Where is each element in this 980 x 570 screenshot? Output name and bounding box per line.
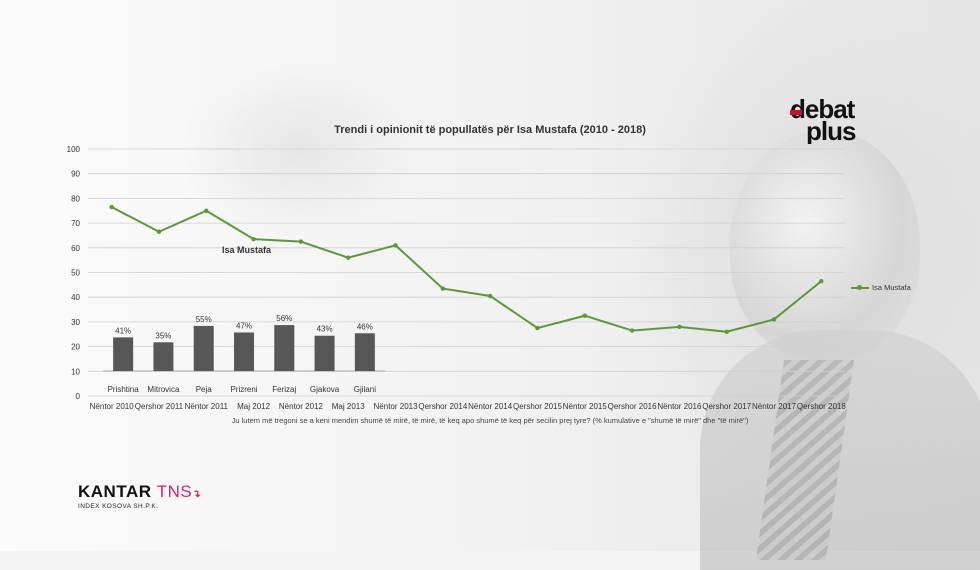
y-tick-label: 0 <box>76 392 81 401</box>
tns-arrow-icon: ↴ <box>192 489 202 500</box>
bar-value-label: 56% <box>276 314 292 323</box>
x-tick-label: Nëntor 2014 <box>468 402 513 411</box>
x-tick-label: Maj 2012 <box>237 402 270 411</box>
chart-title: Trendi i opinionit të popullatës për Isa… <box>334 124 646 136</box>
x-tick-label: Nëntor 2017 <box>752 402 797 411</box>
data-point <box>629 328 635 333</box>
series-line <box>111 206 822 333</box>
bar-value-label: 46% <box>357 322 373 331</box>
bar-category-label: Prizreni <box>230 385 257 394</box>
x-tick-label: Qershor 2016 <box>608 402 657 411</box>
bar-value-label: 47% <box>236 321 252 330</box>
x-tick-label: Qershor 2018 <box>797 402 846 411</box>
x-tick-label: Nëntor 2011 <box>185 402 229 411</box>
bar <box>153 342 174 371</box>
y-tick-label: 100 <box>67 145 81 154</box>
kantar-subtitle: INDEX KOSOVA SH.P.K. <box>78 503 159 510</box>
data-point <box>251 236 256 242</box>
x-tick-label: Nëntor 2013 <box>374 402 419 411</box>
bar-value-label: 35% <box>155 331 171 340</box>
bar-value-label: 55% <box>196 315 212 324</box>
data-point <box>724 329 729 334</box>
data-point <box>156 229 162 234</box>
y-tick-label: 40 <box>71 293 80 302</box>
bar-category-label: Peja <box>196 385 213 394</box>
bar <box>354 333 375 371</box>
bar-category-label: Gjilani <box>354 385 376 394</box>
series-annotation: Isa Mustafa <box>222 245 272 255</box>
y-tick-label: 10 <box>71 367 80 376</box>
data-point <box>346 255 351 260</box>
bar <box>234 332 254 371</box>
survey-question: Ju lutem më tregoni se a keni mendim shu… <box>231 416 749 425</box>
kantar-word: KANTAR <box>78 482 152 501</box>
legend-swatch <box>851 284 869 290</box>
bar-category-label: Mitrovica <box>147 385 180 394</box>
bar-value-label: 43% <box>317 325 333 334</box>
data-point <box>298 239 304 244</box>
debat-logo-accent <box>790 110 802 115</box>
x-tick-label: Nëntor 2016 <box>657 402 702 411</box>
x-tick-label: Nëntor 2015 <box>563 402 608 411</box>
y-tick-label: 30 <box>71 318 80 327</box>
x-tick-label: Qershor 2015 <box>513 402 562 411</box>
bar-category-label: Prishtina <box>108 385 140 394</box>
debat-logo-bottom: plus <box>806 116 856 144</box>
data-point <box>771 317 777 322</box>
bar-value-label: 41% <box>115 326 131 335</box>
bar <box>314 335 335 371</box>
y-tick-label: 90 <box>71 170 80 179</box>
legend-label: Isa Mustafa <box>872 283 911 292</box>
data-point <box>487 293 493 299</box>
bar <box>113 337 134 371</box>
y-tick-label: 20 <box>71 343 80 352</box>
data-point <box>204 208 209 213</box>
x-tick-label: Qershor 2014 <box>418 402 467 411</box>
bar-category-label: Gjakova <box>310 385 340 394</box>
tns-word: TNS <box>156 482 193 501</box>
data-point <box>440 286 446 291</box>
x-tick-label: Nëntor 2012 <box>279 402 324 411</box>
debat-plus-logo: debat plus <box>790 96 857 144</box>
x-tick-label: Qershor 2017 <box>702 402 751 411</box>
data-point <box>393 243 398 248</box>
bar-category-label: Ferizaj <box>272 385 296 394</box>
bar <box>274 325 295 371</box>
data-point <box>582 313 587 318</box>
x-tick-label: Nëntor 2010 <box>90 402 135 411</box>
data-point <box>535 325 540 331</box>
y-tick-label: 60 <box>71 244 80 253</box>
chart-legend: Isa Mustafa <box>851 283 911 292</box>
y-tick-label: 80 <box>71 194 80 203</box>
data-point <box>109 204 114 210</box>
y-tick-label: 50 <box>71 269 80 278</box>
y-tick-label: 70 <box>71 219 80 228</box>
data-point <box>819 278 824 284</box>
data-point <box>677 324 682 330</box>
bar <box>193 325 214 371</box>
kantar-logo-text: KANTAR TNS↴ <box>78 482 201 502</box>
x-tick-label: Maj 2013 <box>332 402 365 411</box>
x-tick-label: Qershor 2011 <box>135 402 184 411</box>
kantar-logo: KANTAR TNS↴ INDEX KOSOVA SH.P.K. <box>78 482 201 510</box>
